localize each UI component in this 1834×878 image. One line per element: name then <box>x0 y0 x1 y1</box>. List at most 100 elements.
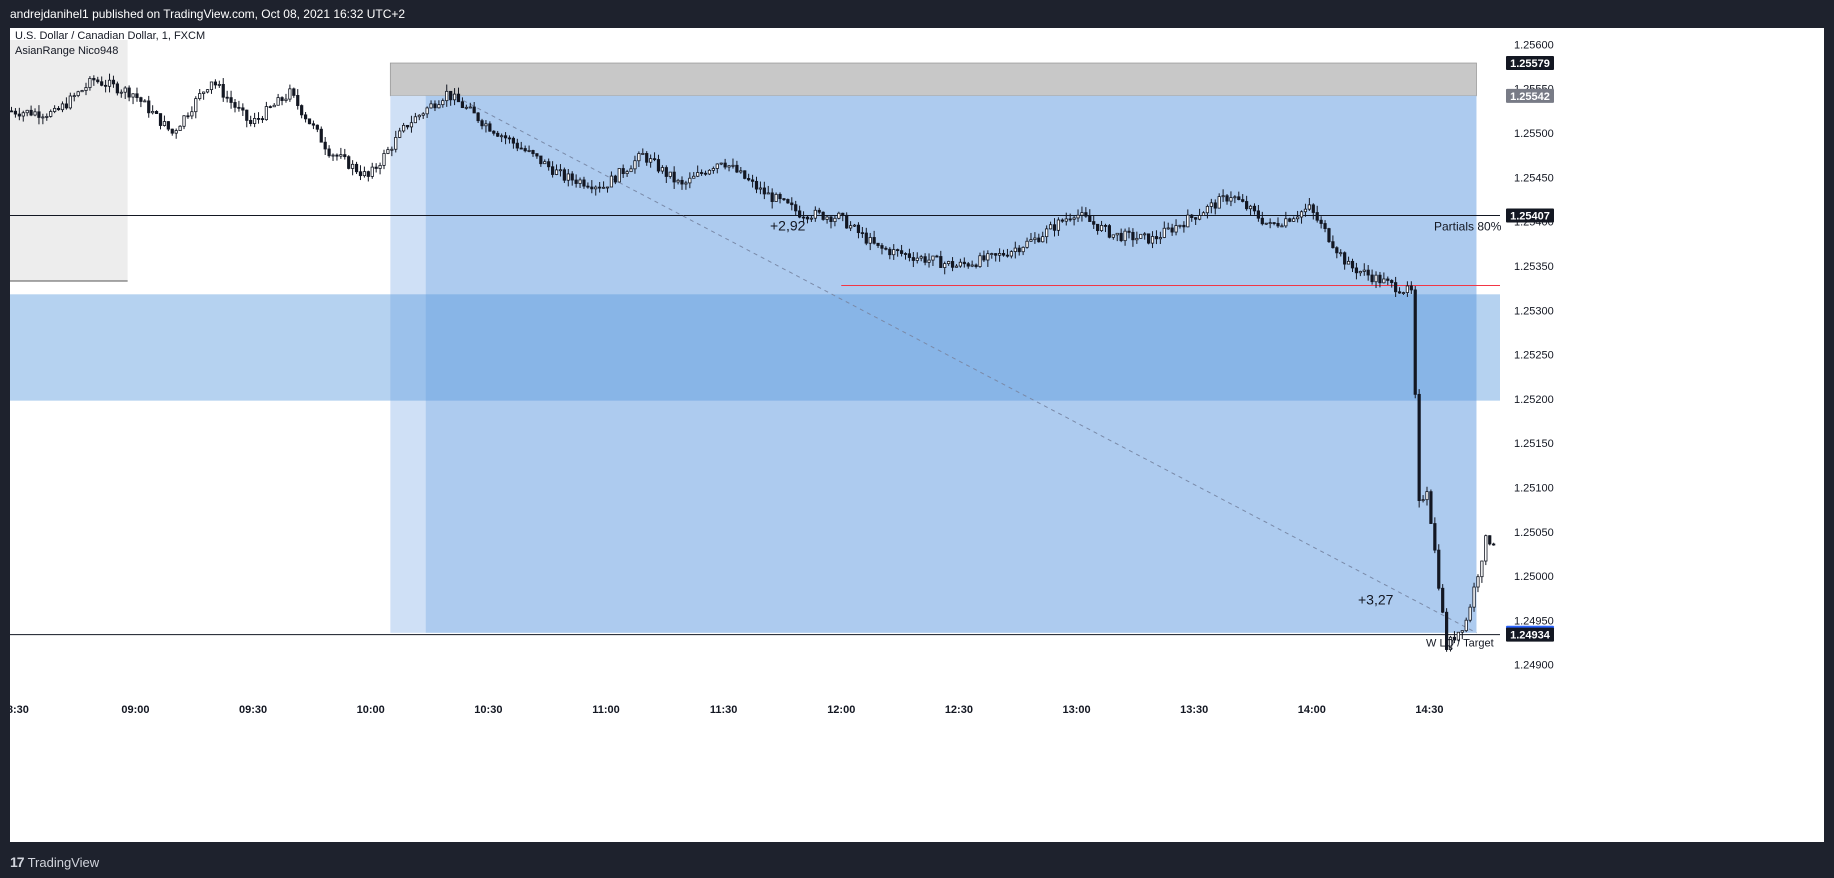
candle-body <box>331 154 335 157</box>
candle-body <box>1005 254 1010 257</box>
candle-body <box>433 103 437 109</box>
candle-body <box>1017 247 1021 253</box>
candle-body <box>950 261 955 268</box>
candle-body <box>837 212 841 219</box>
candle-body <box>1319 219 1323 224</box>
candle-body <box>1139 233 1143 239</box>
annotation-label: Partials 80% <box>1434 219 1502 233</box>
candle-body <box>845 214 849 229</box>
y-tick-label: 1.25250 <box>1514 350 1554 362</box>
candle-body <box>762 187 766 195</box>
candle-body <box>723 162 727 168</box>
fvg-zone[interactable] <box>10 294 1500 401</box>
candle-body <box>1445 611 1449 650</box>
candle-body <box>268 106 272 108</box>
candle-body <box>111 79 116 85</box>
candle-body <box>907 253 912 258</box>
candle-body <box>107 79 112 87</box>
candle-body <box>241 107 245 111</box>
candle-body <box>1488 535 1492 545</box>
candle-body <box>515 142 519 149</box>
candle-body <box>49 111 53 117</box>
candle-body <box>425 107 429 115</box>
tradingview-logo-icon: 17 <box>10 854 25 870</box>
candle-body <box>464 106 468 109</box>
candle-body <box>143 100 147 103</box>
candle-body <box>1174 225 1178 233</box>
candle-body <box>1076 214 1080 219</box>
candle-body <box>339 154 343 157</box>
candle-body <box>300 105 304 116</box>
candle-body <box>1307 204 1311 210</box>
candle-body <box>1456 631 1460 641</box>
x-tick-label: 12:00 <box>827 704 855 716</box>
candle-body <box>56 107 61 111</box>
candle-body <box>1221 195 1225 198</box>
candle-body <box>472 106 476 114</box>
trend-line[interactable] <box>448 92 1477 634</box>
candle-body <box>233 102 237 108</box>
candle-body <box>1366 269 1370 276</box>
candle-body <box>1178 224 1182 227</box>
candle-body <box>198 93 202 100</box>
candle-body <box>652 158 657 161</box>
candle-body <box>68 95 72 109</box>
x-tick-label: 11:30 <box>710 704 738 716</box>
y-tick-label: 1.25450 <box>1514 172 1554 184</box>
candle-body <box>1182 224 1186 228</box>
candle-body <box>303 114 308 120</box>
candle-body <box>1260 217 1264 225</box>
candle-body <box>1327 228 1331 243</box>
chart-panel[interactable]: Partials 80% +2,92 +3,27 W LQ / Target U.S. … <box>10 28 1824 842</box>
candle-body <box>72 95 76 98</box>
candle-body <box>860 232 864 235</box>
candle-body <box>974 264 978 267</box>
candle-body <box>598 186 602 189</box>
candle-body <box>1166 227 1170 230</box>
candle-body <box>649 158 653 163</box>
candle-body <box>680 179 684 185</box>
candle-body <box>413 116 417 124</box>
candle-body <box>1296 216 1300 220</box>
candle-body <box>1452 636 1457 641</box>
candle-body <box>80 90 84 93</box>
candle-body <box>1060 219 1064 222</box>
profit-zone[interactable] <box>425 95 1477 633</box>
candle-body <box>1001 253 1006 256</box>
candle-body <box>1323 223 1327 229</box>
stop-zone[interactable] <box>389 62 1477 97</box>
candle-body <box>503 135 508 139</box>
candle-body <box>852 224 857 227</box>
x-tick-label: 14:00 <box>1298 704 1326 716</box>
candlestick-chart[interactable]: Partials 80% +2,92 +3,27 W LQ / Target U.S. … <box>10 28 1824 842</box>
candle-body <box>1390 280 1394 283</box>
candle-body <box>174 130 178 134</box>
candle-body <box>1088 215 1092 222</box>
candle-body <box>488 123 492 132</box>
candle-body <box>1264 222 1268 225</box>
candle-body <box>245 109 249 121</box>
tradingview-brand[interactable]: 17 TradingView <box>10 854 99 870</box>
candle-body <box>1119 232 1123 242</box>
y-tick-label: 1.25150 <box>1514 438 1554 450</box>
candle-body <box>711 168 715 171</box>
candle-body <box>249 119 253 124</box>
candle-body <box>1107 225 1111 238</box>
candle-body <box>1484 535 1488 562</box>
candle-body <box>672 171 676 183</box>
candle-body <box>1048 224 1053 230</box>
candle-body <box>1292 218 1296 222</box>
candle-body <box>1209 202 1213 207</box>
candle-body <box>923 256 927 263</box>
price-label-text: 1.25579 <box>1510 58 1550 70</box>
candle-body <box>315 124 319 130</box>
profit-zone-light[interactable] <box>390 95 426 633</box>
candle-body <box>990 253 994 255</box>
candle-body <box>264 106 268 121</box>
candle-body <box>307 118 312 125</box>
candle-body <box>358 171 363 177</box>
candle-body <box>135 93 139 99</box>
candle-body <box>998 253 1002 256</box>
candle-body <box>645 153 649 163</box>
candle-body <box>213 81 217 86</box>
